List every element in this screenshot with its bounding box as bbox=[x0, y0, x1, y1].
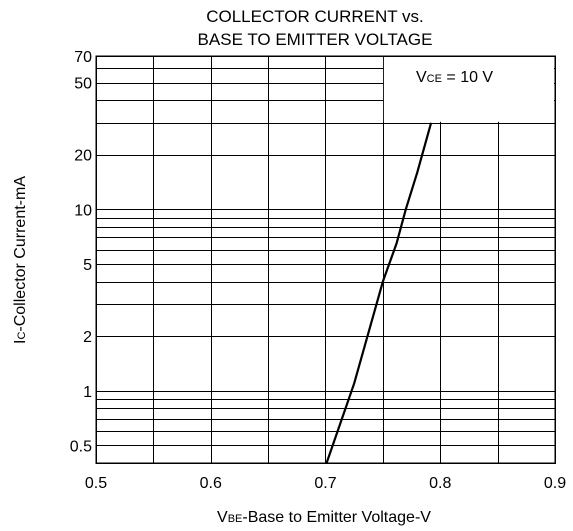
x-tick-label: 0.7 bbox=[314, 475, 336, 492]
y-axis-symbol: I bbox=[12, 340, 29, 344]
y-axis-subscript: C bbox=[16, 332, 28, 340]
vce-value: = 10 V bbox=[442, 69, 493, 86]
x-axis-subscript: BE bbox=[228, 513, 243, 525]
x-axis-symbol: V bbox=[217, 509, 228, 526]
x-tick-label: 0.8 bbox=[429, 475, 451, 492]
plot-frame bbox=[95, 55, 556, 464]
collector-current-curve bbox=[325, 122, 433, 464]
vce-subscript: CE bbox=[427, 73, 442, 85]
chart-title-line-2: BASE TO EMITTER VOLTAGE bbox=[198, 30, 433, 49]
y-tick-label: 0.5 bbox=[70, 438, 92, 455]
vce-symbol: V bbox=[416, 69, 427, 86]
x-axis-label: VBE-Base to Emitter Voltage-V bbox=[217, 509, 431, 526]
vce-annotation-text: VCE = 10 V bbox=[416, 69, 493, 86]
x-tick-label: 0.6 bbox=[200, 475, 222, 492]
y-tick-label: 1 bbox=[83, 384, 92, 401]
chart-title-line-1: COLLECTOR CURRENT vs. bbox=[206, 7, 424, 26]
tick-labels: 0.5 0.6 0.7 0.8 0.9 0.5 1 2 5 10 20 50 70 bbox=[70, 49, 566, 492]
x-tick-label: 0.9 bbox=[544, 475, 566, 492]
vce-annotation-background bbox=[383, 57, 554, 122]
grid bbox=[96, 56, 556, 463]
y-tick-label: 2 bbox=[83, 329, 92, 346]
x-tick-label: 0.5 bbox=[85, 475, 107, 492]
y-tick-label: 10 bbox=[74, 202, 92, 219]
y-axis-label: IC-Collector Current-mA bbox=[12, 176, 29, 344]
x-axis-text: -Base to Emitter Voltage-V bbox=[242, 509, 431, 526]
y-tick-label: 50 bbox=[74, 76, 92, 93]
y-tick-label: 5 bbox=[83, 257, 92, 274]
y-tick-label: 70 bbox=[74, 49, 92, 66]
vce-annotation: VCE = 10 V bbox=[383, 57, 554, 122]
y-axis-text: -Collector Current-mA bbox=[12, 176, 29, 332]
y-tick-label: 20 bbox=[74, 148, 92, 165]
